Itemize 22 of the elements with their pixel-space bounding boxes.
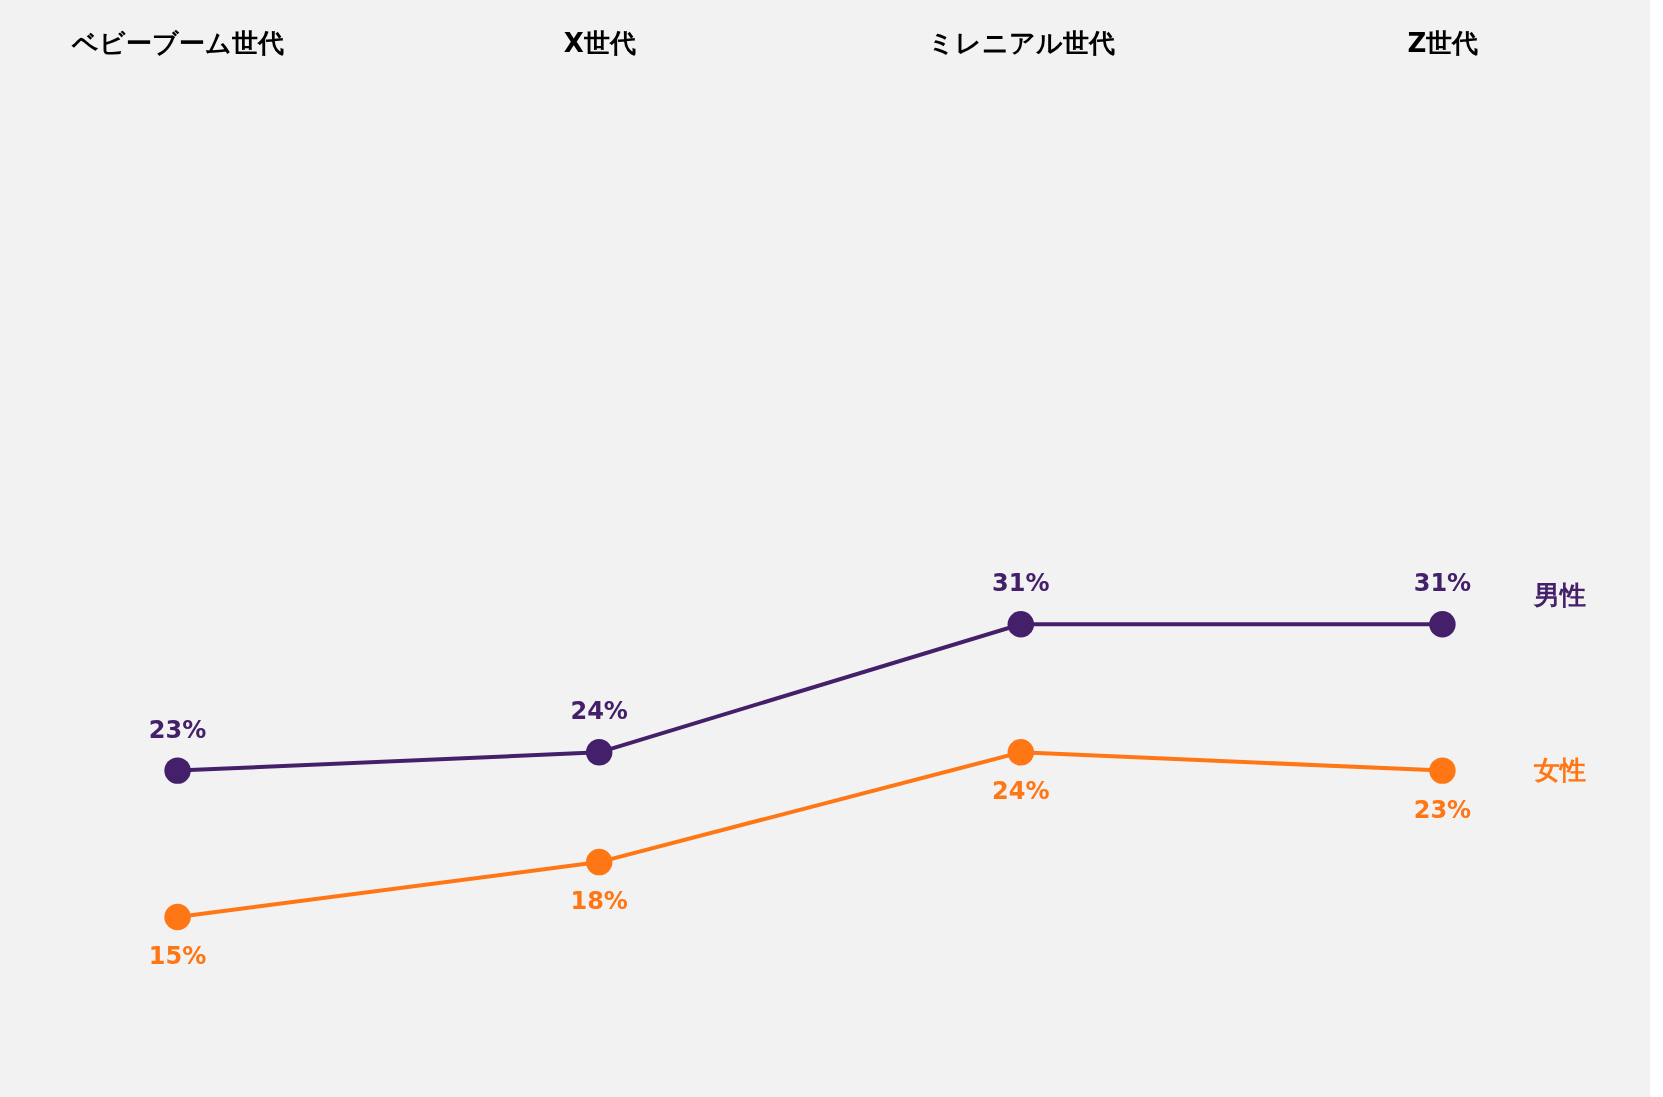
point bbox=[1429, 611, 1456, 638]
data-label: 23% bbox=[1413, 795, 1472, 824]
data-label: 15% bbox=[148, 941, 207, 970]
data-label: 18% bbox=[570, 887, 628, 916]
text: 女性 bbox=[1533, 754, 1587, 785]
point bbox=[164, 757, 191, 784]
point bbox=[1429, 757, 1456, 784]
x-tick-label: ミレニアル世代 bbox=[927, 27, 1115, 58]
point bbox=[1007, 611, 1035, 638]
point bbox=[585, 739, 613, 766]
text: 男性 bbox=[1533, 580, 1587, 611]
point bbox=[585, 848, 613, 876]
data-label: 31% bbox=[992, 569, 1050, 598]
data-label: 24% bbox=[992, 777, 1050, 806]
data-label: 24% bbox=[570, 697, 628, 726]
x-tick-label: X世代 bbox=[563, 27, 636, 58]
data-label: 31% bbox=[1413, 569, 1472, 598]
x-tick-label: ベビーブーム世代 bbox=[71, 27, 285, 58]
point bbox=[1007, 739, 1035, 766]
data-label: 23% bbox=[148, 715, 207, 744]
x-tick-label: Z世代 bbox=[1407, 27, 1479, 58]
point bbox=[164, 903, 191, 931]
